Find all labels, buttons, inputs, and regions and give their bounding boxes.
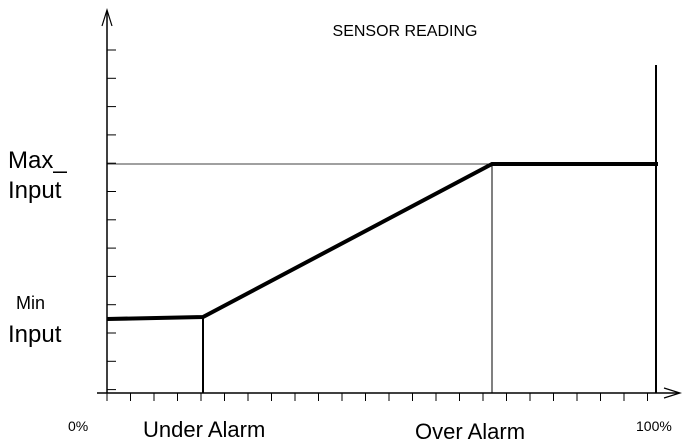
title: SENSOR READING [333, 23, 478, 40]
over-alarm-label: Over Alarm [415, 419, 525, 443]
min-label: Min [16, 293, 45, 313]
sensor-curve [106, 162, 658, 321]
end-label: 100% [636, 418, 672, 434]
min-label: Input [8, 321, 62, 348]
max-label: Input [8, 177, 62, 204]
max-label: Max_ [8, 147, 67, 174]
axis-ticks [106, 49, 648, 401]
x-axis-arrow [663, 387, 683, 399]
y-axis-arrow [101, 7, 113, 27]
start-label: 0% [68, 418, 88, 434]
under-alarm-label: Under Alarm [143, 417, 265, 442]
